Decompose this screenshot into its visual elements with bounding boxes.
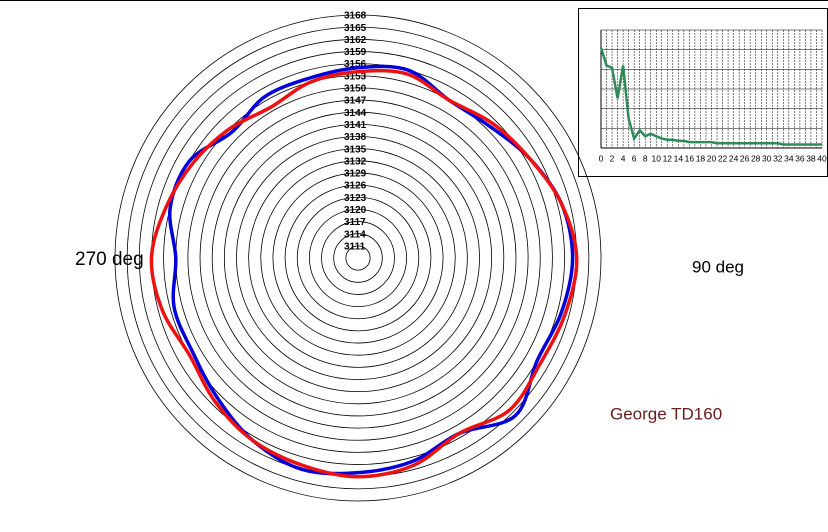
x-tick-label: 20 (707, 153, 717, 163)
r-tick-label: 3156 (344, 59, 367, 70)
x-tick-label: 4 (621, 153, 626, 163)
r-tick-label: 3132 (344, 156, 367, 167)
r-tick-label: 3162 (344, 35, 367, 46)
x-tick-label: 36 (795, 153, 805, 163)
r-tick-label: 3117 (344, 217, 366, 228)
grid-circle (333, 233, 383, 283)
x-tick-label: 30 (762, 153, 772, 163)
x-tick-label: 24 (729, 153, 739, 163)
r-tick-label: 3111 (344, 241, 366, 252)
r-tick-label: 3153 (344, 71, 367, 82)
grid-circle (345, 245, 371, 271)
x-tick-label: 10 (652, 153, 662, 163)
grid-circle (260, 160, 456, 356)
x-tick-label: 22 (718, 153, 728, 163)
annotation: 90 deg (692, 257, 744, 276)
r-tick-label: 3123 (344, 193, 367, 204)
r-tick-label: 3126 (344, 181, 367, 192)
x-tick-label: 14 (674, 153, 684, 163)
r-tick-label: 3147 (344, 96, 367, 107)
r-tick-label: 3135 (344, 144, 367, 155)
r-tick-label: 3168 (344, 11, 367, 22)
x-tick-label: 40 (817, 153, 827, 163)
r-tick-label: 3138 (344, 132, 367, 143)
grid-circle (308, 208, 407, 307)
x-tick-label: 16 (685, 153, 695, 163)
x-tick-label: 32 (773, 153, 783, 163)
r-tick-label: 3144 (344, 108, 367, 119)
grid-circle (272, 172, 444, 344)
x-tick-label: 6 (632, 153, 637, 163)
grid-circle (114, 14, 602, 502)
grid-circle (284, 184, 432, 332)
r-tick-label: 3141 (344, 120, 367, 131)
grid-circle (126, 26, 590, 490)
grid-circle (296, 196, 420, 320)
x-tick-label: 2 (610, 153, 615, 163)
grid-circle (236, 136, 480, 380)
series-line (149, 68, 579, 479)
grid-circle (199, 99, 517, 417)
r-tick-label: 3120 (344, 205, 367, 216)
x-tick-label: 26 (740, 153, 750, 163)
r-tick-label: 3114 (344, 229, 366, 240)
annotation: George TD160 (610, 404, 722, 423)
x-tick-label: 8 (643, 153, 648, 163)
x-tick-label: 38 (806, 153, 816, 163)
r-tick-label: 3150 (344, 84, 367, 95)
x-tick-label: 28 (751, 153, 761, 163)
annotation: 270 deg (75, 249, 144, 270)
series-line (599, 47, 822, 146)
grid-circle (187, 87, 529, 429)
grid-circle (163, 63, 553, 453)
grid-circle (321, 221, 395, 295)
r-tick-label: 3159 (344, 47, 367, 58)
r-tick-label: 3129 (344, 169, 367, 180)
x-tick-label: 34 (784, 153, 794, 163)
x-tick-label: 0 (599, 153, 604, 163)
r-tick-label: 3165 (344, 23, 367, 34)
x-tick-label: 12 (663, 153, 673, 163)
grid-circle (211, 111, 505, 405)
x-tick-label: 18 (696, 153, 706, 163)
grid-circle (223, 123, 493, 393)
grid-circle (248, 148, 468, 368)
